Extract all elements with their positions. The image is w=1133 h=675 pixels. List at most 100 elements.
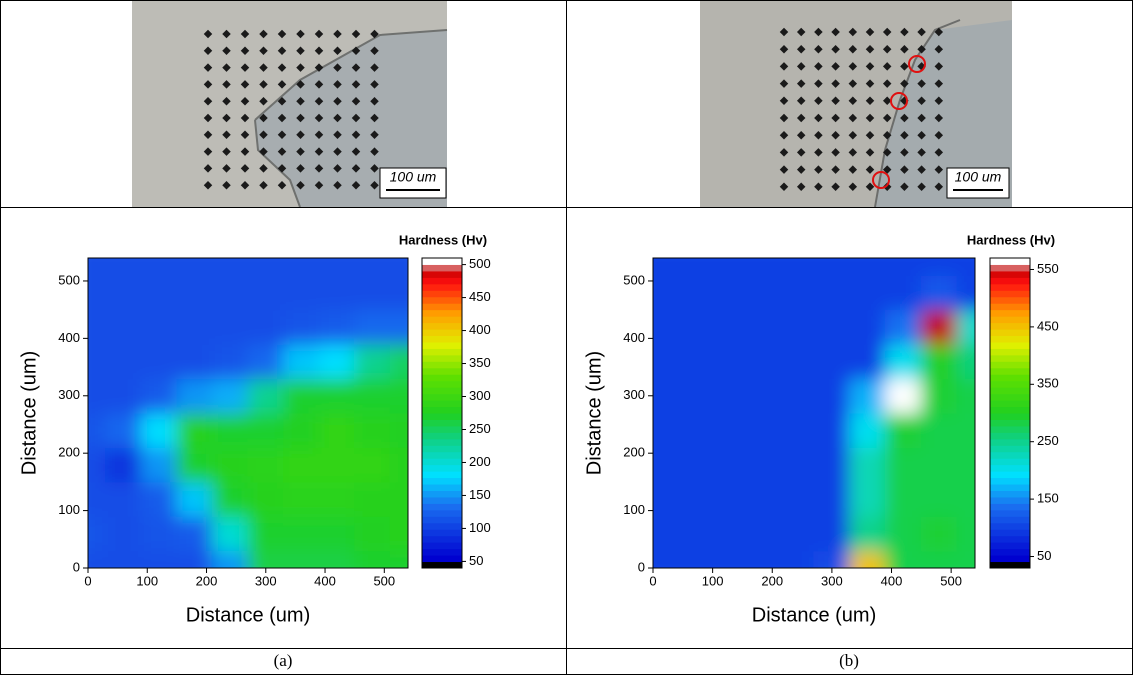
heat-cell	[247, 446, 285, 483]
heat-cell	[653, 481, 672, 517]
heat-cell	[140, 309, 178, 345]
indent	[222, 96, 231, 106]
heat-cell	[88, 481, 107, 517]
heat-cell	[283, 412, 320, 448]
indent	[351, 130, 361, 140]
heat-cell	[956, 274, 975, 311]
heat-cell	[920, 550, 958, 568]
heat-cell	[389, 378, 408, 414]
heat-cell	[88, 309, 107, 345]
colorbar-band	[422, 387, 462, 395]
heat-cell	[813, 258, 851, 276]
heat-cell	[105, 274, 142, 311]
heat-cell	[706, 550, 743, 568]
heat-cell	[211, 343, 249, 380]
indent	[240, 130, 250, 140]
colorbar-band	[990, 380, 1030, 388]
heat-cell	[885, 412, 922, 448]
y-tick-label: 100	[623, 502, 645, 517]
indent	[351, 164, 361, 173]
colorbar-band	[990, 264, 1030, 272]
colorbar-band	[990, 354, 1030, 362]
colorbar-tick-label: 250	[1037, 433, 1059, 448]
indent	[203, 46, 213, 56]
plot-frame	[652, 257, 976, 569]
heat-cell	[956, 309, 975, 345]
indent	[240, 46, 250, 56]
colorbar-frame	[989, 257, 1031, 569]
heat-cell	[653, 412, 672, 448]
heat-cell	[211, 550, 249, 568]
heat-cell	[389, 446, 408, 483]
indent	[277, 63, 287, 72]
colorbar-band	[422, 451, 462, 459]
colorbar-band	[422, 529, 462, 537]
heat-cell	[920, 378, 958, 414]
heat-cell	[706, 481, 743, 517]
colorbar-band	[990, 361, 1030, 369]
heat-cell	[176, 550, 213, 568]
heat-cell	[176, 515, 213, 552]
colorbar-band	[990, 561, 1030, 569]
heat-cell	[956, 258, 975, 276]
colorbar-band	[422, 354, 462, 362]
heat-cell	[105, 481, 142, 517]
indent	[314, 63, 324, 72]
indent	[370, 46, 379, 56]
colorbar-band	[990, 270, 1030, 278]
colorbar-band	[422, 503, 462, 511]
indent	[203, 96, 213, 106]
indent	[314, 46, 324, 56]
indent	[277, 164, 287, 173]
heat-cell	[653, 309, 672, 345]
colorbar-band	[990, 522, 1030, 530]
colorbar-band	[422, 509, 462, 517]
heat-cell	[777, 343, 815, 380]
heat-cell	[670, 550, 708, 568]
colorbar-band	[422, 258, 462, 265]
heat-cell	[813, 412, 851, 448]
heat-cell	[88, 550, 107, 568]
colorbar-band	[422, 290, 462, 298]
heat-cell	[283, 274, 320, 311]
heat-cell	[777, 412, 815, 448]
colorbar-band	[422, 484, 462, 491]
heat-cell	[653, 550, 672, 568]
heat-cell	[920, 274, 958, 311]
colorbar-band	[990, 387, 1030, 395]
heat-cell	[885, 343, 922, 380]
heat-cell	[849, 481, 887, 517]
colorbar-band	[422, 516, 462, 524]
heat-cell	[318, 412, 356, 448]
colorbar-band	[990, 309, 1030, 317]
colorbar-band	[422, 361, 462, 369]
colorbar-band	[990, 277, 1030, 285]
heat-cell	[813, 378, 851, 414]
heat-cell	[653, 446, 672, 483]
colorbar-band	[990, 484, 1030, 491]
colorbar-band	[990, 542, 1030, 550]
heat-cell	[885, 378, 922, 414]
colorbar-band	[422, 555, 462, 563]
heat-cell	[354, 309, 391, 345]
colorbar-band	[422, 419, 462, 427]
plot-area	[88, 258, 408, 568]
colorbar-band	[422, 296, 462, 304]
indent	[222, 63, 231, 72]
heat-cell	[318, 274, 356, 311]
y-tick-label: 500	[58, 272, 80, 287]
heat-cell	[670, 274, 708, 311]
indent	[203, 164, 213, 173]
colorbar-band	[990, 516, 1030, 524]
colorbar-tick-label: 200	[469, 454, 491, 469]
x-tick-label: 100	[136, 573, 158, 588]
heat-cell	[706, 515, 743, 552]
colorbar-band	[990, 303, 1030, 311]
colorbar-tick-label: 500	[469, 256, 491, 271]
indent	[203, 180, 213, 190]
heat-cell	[318, 515, 356, 552]
x-tick-label: 400	[314, 573, 336, 588]
heat-cell	[354, 550, 391, 568]
colorbar-band	[422, 490, 462, 498]
heat-cell	[176, 378, 213, 414]
